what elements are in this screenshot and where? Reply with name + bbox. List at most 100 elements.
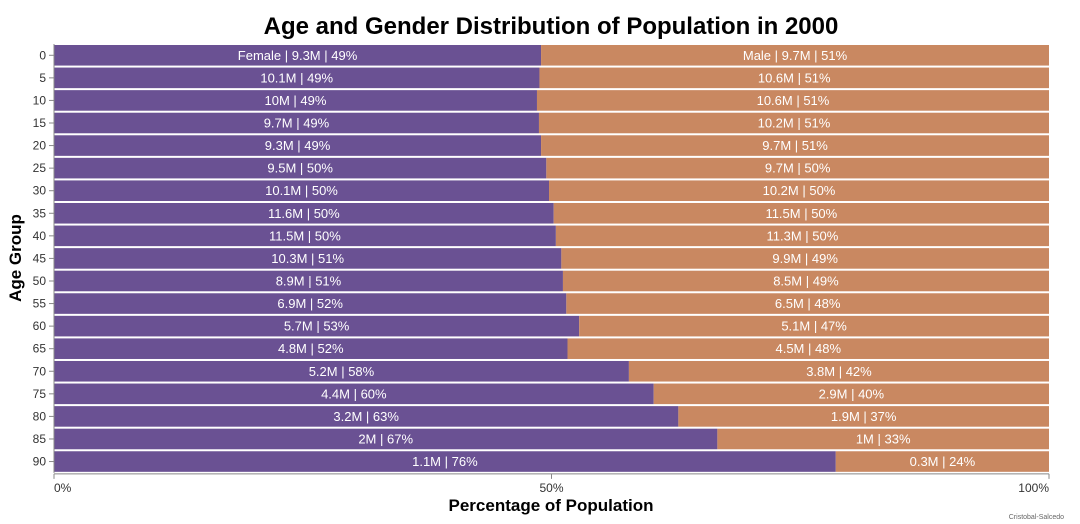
- label-female-65: 4.8M | 52%: [278, 341, 344, 356]
- bar-female-65: [54, 338, 568, 359]
- y-tick-label-60: 60: [33, 319, 47, 333]
- bar-male-70: [628, 360, 1049, 382]
- bar-male-10: [536, 90, 1049, 111]
- y-tick-label-75: 75: [33, 387, 47, 401]
- label-male-10: 10.6M | 51%: [757, 93, 830, 108]
- bar-female-40: [54, 225, 556, 247]
- x-tick-label-0: 0%: [54, 481, 72, 495]
- label-male-55: 6.5M | 48%: [775, 296, 841, 311]
- label-female-5: 10.1M | 49%: [260, 70, 333, 85]
- y-tick-label-85: 85: [33, 432, 47, 446]
- y-tick-label-45: 45: [33, 251, 47, 265]
- bar-female-25: [54, 157, 547, 179]
- label-female-40: 11.5M | 50%: [269, 228, 341, 243]
- label-female-10: 10M | 49%: [265, 93, 327, 108]
- y-axis-title: Age Group: [6, 214, 25, 302]
- label-female-80: 3.2M | 63%: [333, 409, 399, 424]
- label-male-20: 9.7M | 51%: [762, 138, 828, 153]
- bar-female-80: [54, 406, 679, 427]
- bar-male-20: [541, 135, 1049, 156]
- y-tick-label-35: 35: [33, 206, 47, 220]
- bar-male-65: [567, 338, 1049, 359]
- x-tick-label-1: 50%: [539, 481, 563, 495]
- bar-female-60: [54, 315, 580, 337]
- y-tick-label-50: 50: [33, 274, 47, 288]
- bar-female-15: [54, 112, 539, 134]
- label-female-45: 10.3M | 51%: [271, 251, 344, 266]
- label-female-90: 1.1M | 76%: [412, 454, 478, 469]
- label-male-90: 0.3M | 24%: [910, 454, 976, 469]
- label-female-60: 5.7M | 53%: [284, 319, 350, 334]
- label-female-35: 11.6M | 50%: [268, 206, 340, 221]
- bar-female-0: [54, 45, 542, 66]
- label-male-75: 2.9M | 40%: [819, 386, 885, 401]
- label-male-65: 4.5M | 48%: [775, 341, 841, 356]
- label-male-80: 1.9M | 37%: [831, 409, 897, 424]
- label-male-60: 5.1M | 47%: [781, 319, 847, 334]
- label-female-30: 10.1M | 50%: [265, 183, 338, 198]
- label-male-25: 9.7M | 50%: [765, 161, 831, 176]
- bar-female-5: [54, 67, 540, 89]
- bar-female-45: [54, 248, 562, 269]
- label-female-75: 4.4M | 60%: [321, 386, 387, 401]
- label-male-30: 10.2M | 50%: [763, 183, 836, 198]
- label-male-35: 11.5M | 50%: [765, 206, 837, 221]
- y-tick-label-40: 40: [33, 229, 47, 243]
- y-tick-label-30: 30: [33, 184, 47, 198]
- bar-male-30: [549, 180, 1049, 201]
- bar-female-70: [54, 360, 629, 382]
- label-female-25: 9.5M | 50%: [267, 161, 333, 176]
- label-male-45: 9.9M | 49%: [772, 251, 838, 266]
- plot-area: Female | 9.3M | 49% Male | 9.7M | 51% 0 10.…: [33, 44, 1050, 495]
- label-male-40: 11.3M | 50%: [767, 228, 839, 243]
- bar-male-40: [555, 225, 1049, 247]
- bar-female-30: [54, 180, 550, 201]
- label-female-70: 5.2M | 58%: [309, 364, 375, 379]
- label-female-50: 8.9M | 51%: [276, 273, 342, 288]
- y-tick-label-65: 65: [33, 342, 47, 356]
- bar-male-35: [553, 202, 1049, 224]
- bar-male-75: [653, 383, 1049, 405]
- label-male-50: 8.5M | 49%: [773, 273, 839, 288]
- label-male-70: 3.8M | 42%: [806, 364, 872, 379]
- bar-male-55: [566, 293, 1049, 314]
- y-tick-label-80: 80: [33, 409, 47, 423]
- bar-female-55: [54, 293, 567, 314]
- bar-male-85: [717, 428, 1049, 450]
- label-male-0: Male | 9.7M | 51%: [743, 48, 848, 63]
- y-tick-label-0: 0: [39, 48, 46, 62]
- bar-female-10: [54, 90, 537, 111]
- y-tick-label-5: 5: [39, 71, 46, 85]
- label-female-15: 9.7M | 49%: [264, 115, 330, 130]
- y-tick-label-70: 70: [33, 364, 47, 378]
- bar-female-35: [54, 202, 554, 224]
- bar-male-80: [678, 406, 1049, 427]
- bar-male-0: [541, 45, 1049, 66]
- label-male-15: 10.2M | 51%: [758, 115, 831, 130]
- label-male-85: 1M | 33%: [856, 431, 911, 446]
- bar-male-60: [579, 315, 1049, 337]
- bar-female-50: [54, 270, 563, 292]
- bar-male-25: [546, 157, 1049, 179]
- bar-male-45: [561, 248, 1049, 269]
- bar-male-5: [539, 67, 1049, 89]
- label-male-5: 10.6M | 51%: [758, 70, 831, 85]
- y-tick-label-55: 55: [33, 297, 47, 311]
- y-tick-label-15: 15: [33, 116, 47, 130]
- label-female-85: 2M | 67%: [358, 431, 413, 446]
- bar-male-90: [835, 451, 1049, 472]
- x-axis-title: Percentage of Population: [449, 496, 654, 515]
- bar-female-20: [54, 135, 542, 156]
- bar-female-85: [54, 428, 718, 450]
- credit-text: Cristobal-Salcedo: [1009, 514, 1064, 521]
- y-tick-label-10: 10: [33, 93, 47, 107]
- x-tick-label-2: 100%: [1018, 481, 1049, 495]
- y-tick-label-25: 25: [33, 161, 47, 175]
- bar-male-15: [538, 112, 1049, 134]
- label-female-0: Female | 9.3M | 49%: [238, 48, 358, 63]
- bar-male-50: [562, 270, 1049, 292]
- y-tick-label-90: 90: [33, 455, 47, 469]
- bar-female-90: [54, 451, 836, 472]
- label-female-55: 6.9M | 52%: [277, 296, 343, 311]
